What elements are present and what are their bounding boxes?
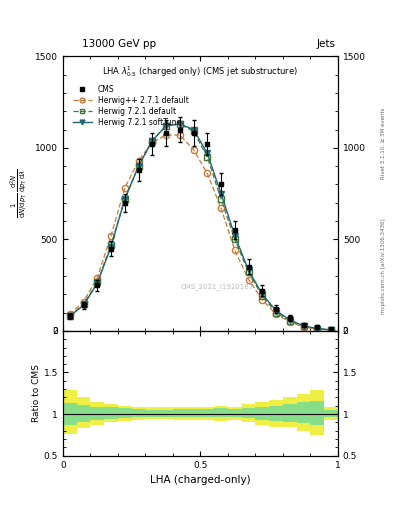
Text: LHA $\lambda^1_{0.5}$ (charged only) (CMS jet substructure): LHA $\lambda^1_{0.5}$ (charged only) (CM…	[103, 65, 298, 79]
Y-axis label: $\frac{1}{\mathrm{d}N/\mathrm{d}p_\mathrm{T}}\,\frac{\mathrm{d}^2 N}{\mathrm{d}p: $\frac{1}{\mathrm{d}N/\mathrm{d}p_\mathr…	[9, 169, 29, 219]
Text: 13000 GeV pp: 13000 GeV pp	[82, 38, 156, 49]
Legend: CMS, Herwig++ 2.7.1 default, Herwig 7.2.1 default, Herwig 7.2.1 softTune: CMS, Herwig++ 2.7.1 default, Herwig 7.2.…	[70, 82, 192, 130]
Text: mcplots.cern.ch [arXiv:1306.3436]: mcplots.cern.ch [arXiv:1306.3436]	[381, 219, 386, 314]
Text: Rivet 3.1.10, ≥ 3M events: Rivet 3.1.10, ≥ 3M events	[381, 108, 386, 179]
X-axis label: LHA (charged-only): LHA (charged-only)	[150, 475, 251, 485]
Text: CMS_2021_I1920187: CMS_2021_I1920187	[180, 284, 253, 290]
Y-axis label: Ratio to CMS: Ratio to CMS	[32, 365, 41, 422]
Text: Jets: Jets	[317, 38, 336, 49]
